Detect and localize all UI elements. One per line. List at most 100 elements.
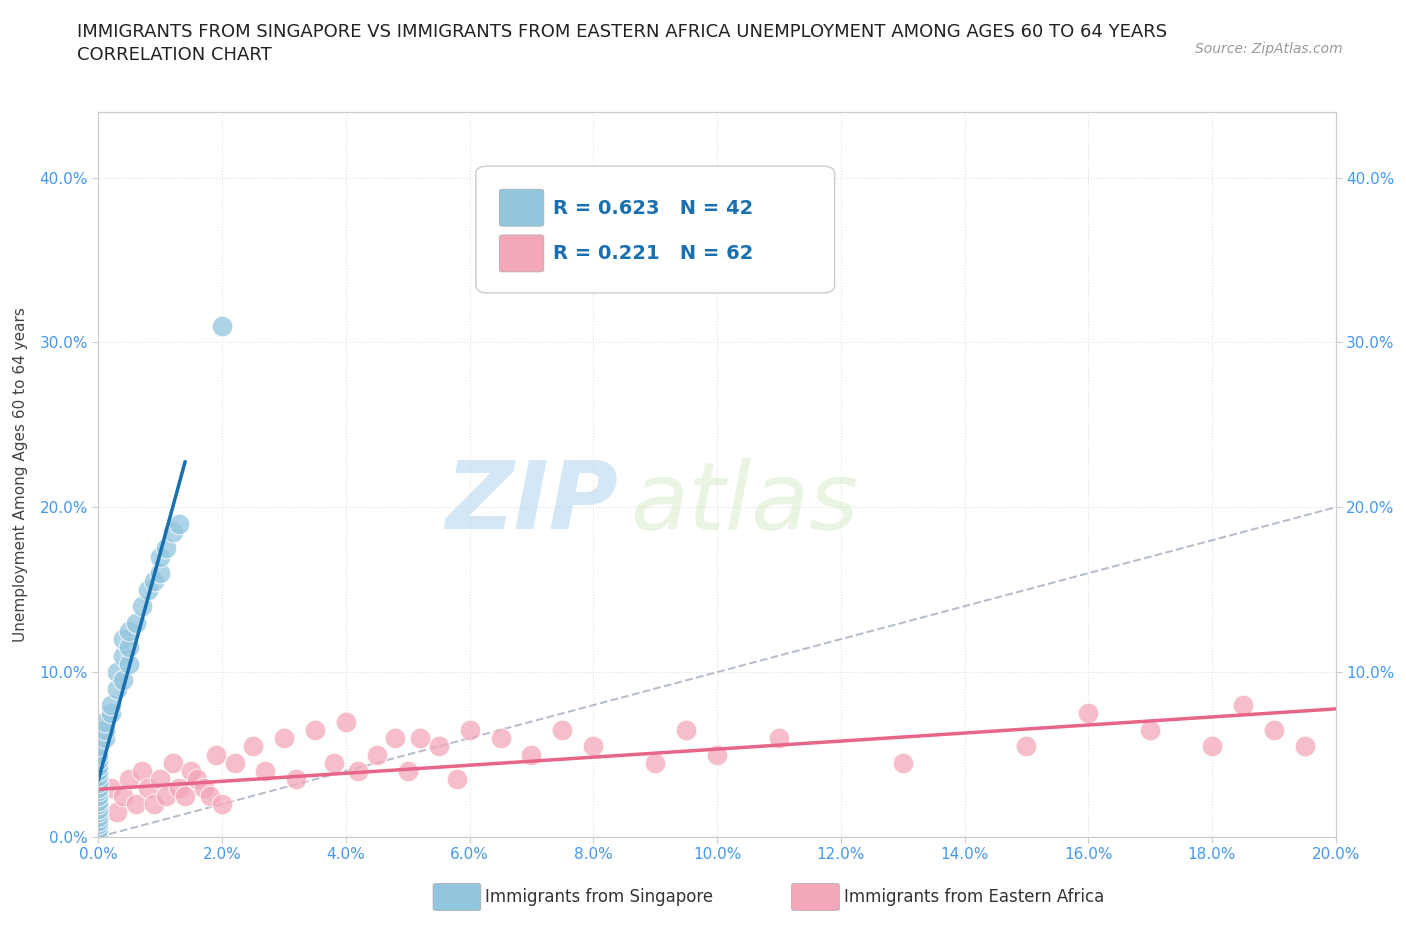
Point xyxy=(1232,698,1254,712)
FancyBboxPatch shape xyxy=(475,166,835,293)
Point xyxy=(167,516,190,531)
Point xyxy=(427,738,450,753)
Point xyxy=(93,723,115,737)
Point xyxy=(706,747,728,762)
Point xyxy=(118,657,141,671)
Point xyxy=(87,804,110,819)
Point xyxy=(87,810,110,825)
Point xyxy=(211,318,233,333)
Point xyxy=(644,755,666,770)
Point xyxy=(93,714,115,729)
Text: Source: ZipAtlas.com: Source: ZipAtlas.com xyxy=(1195,42,1343,56)
Point xyxy=(87,752,110,767)
Point xyxy=(304,723,326,737)
Point xyxy=(87,764,110,778)
Point xyxy=(489,731,512,746)
Point xyxy=(149,565,172,580)
Point xyxy=(87,776,110,790)
Point xyxy=(675,723,697,737)
Point xyxy=(322,755,344,770)
Point xyxy=(136,582,159,597)
Point xyxy=(87,817,110,831)
Point xyxy=(285,772,308,787)
Text: IMMIGRANTS FROM SINGAPORE VS IMMIGRANTS FROM EASTERN AFRICA UNEMPLOYMENT AMONG A: IMMIGRANTS FROM SINGAPORE VS IMMIGRANTS … xyxy=(77,23,1167,41)
Text: R = 0.221   N = 62: R = 0.221 N = 62 xyxy=(553,245,752,263)
Point xyxy=(396,764,419,778)
Point xyxy=(409,731,432,746)
Point xyxy=(180,764,202,778)
Point xyxy=(162,525,184,539)
Point xyxy=(582,738,605,753)
Text: Immigrants from Eastern Africa: Immigrants from Eastern Africa xyxy=(844,888,1104,907)
Point xyxy=(112,648,135,663)
Point xyxy=(87,813,110,828)
Point xyxy=(87,768,110,783)
Point xyxy=(105,665,128,680)
Point xyxy=(347,764,370,778)
Text: atlas: atlas xyxy=(630,458,859,549)
Point xyxy=(87,793,110,808)
Point xyxy=(87,821,110,836)
Point xyxy=(118,623,141,638)
Point xyxy=(87,813,110,828)
Point xyxy=(458,723,481,737)
Point xyxy=(87,780,110,795)
Point xyxy=(162,755,184,770)
Text: R = 0.623   N = 42: R = 0.623 N = 42 xyxy=(553,199,752,218)
Point xyxy=(143,797,166,812)
Point xyxy=(124,616,146,631)
Point xyxy=(384,731,406,746)
Point xyxy=(273,731,295,746)
Point xyxy=(87,789,110,804)
Text: ZIP: ZIP xyxy=(446,458,619,550)
Point xyxy=(87,738,110,753)
Point xyxy=(87,804,110,819)
Point xyxy=(136,780,159,795)
Point xyxy=(112,789,135,804)
Point xyxy=(891,755,914,770)
Point xyxy=(143,574,166,589)
Point xyxy=(118,640,141,655)
Point xyxy=(186,772,208,787)
Point xyxy=(105,681,128,696)
Point xyxy=(87,817,110,831)
Point xyxy=(87,747,110,762)
Point xyxy=(100,780,122,795)
Point xyxy=(100,706,122,721)
Point xyxy=(1015,738,1038,753)
FancyBboxPatch shape xyxy=(499,235,544,272)
Point xyxy=(446,772,468,787)
Point xyxy=(87,783,110,798)
Point xyxy=(87,802,110,817)
Point xyxy=(124,797,146,812)
Point xyxy=(768,731,790,746)
Point xyxy=(174,789,197,804)
Point xyxy=(205,747,228,762)
Point xyxy=(118,772,141,787)
Point xyxy=(1201,738,1223,753)
Point xyxy=(87,783,110,798)
Point xyxy=(1294,738,1316,753)
Point xyxy=(193,780,215,795)
Text: Immigrants from Singapore: Immigrants from Singapore xyxy=(485,888,713,907)
Point xyxy=(87,759,110,774)
Point xyxy=(105,804,128,819)
Point xyxy=(87,821,110,836)
Point xyxy=(149,772,172,787)
Point xyxy=(155,789,177,804)
Point xyxy=(520,747,543,762)
Point xyxy=(93,731,115,746)
Point xyxy=(155,541,177,556)
Point xyxy=(87,797,110,812)
Point xyxy=(112,631,135,646)
Point xyxy=(87,810,110,825)
Y-axis label: Unemployment Among Ages 60 to 64 years: Unemployment Among Ages 60 to 64 years xyxy=(14,307,28,642)
FancyBboxPatch shape xyxy=(499,189,544,226)
Point xyxy=(1077,706,1099,721)
Point xyxy=(87,830,110,844)
Point xyxy=(87,789,110,804)
Text: CORRELATION CHART: CORRELATION CHART xyxy=(77,46,273,64)
Point xyxy=(131,764,153,778)
Point xyxy=(254,764,277,778)
Point xyxy=(211,797,233,812)
